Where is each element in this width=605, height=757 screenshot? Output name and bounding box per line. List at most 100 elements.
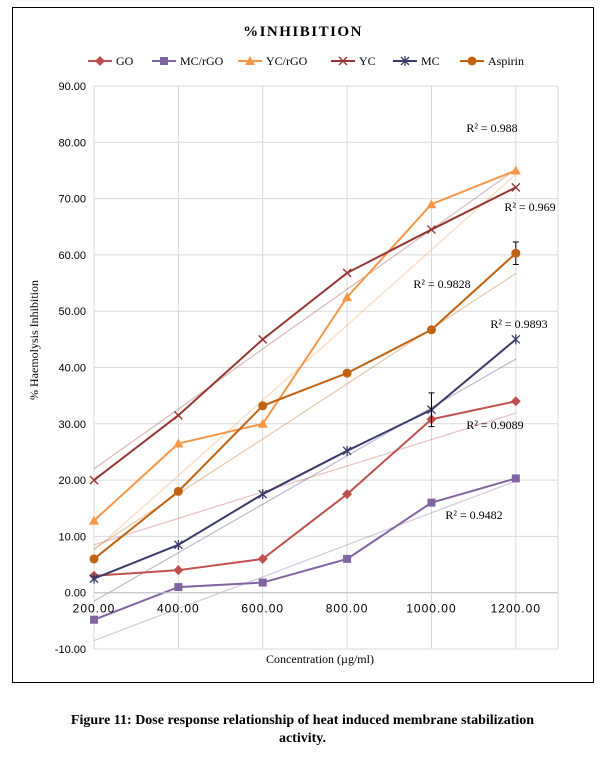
legend-label: YC/rGO: [266, 54, 308, 68]
legend-marker: [400, 56, 410, 66]
series-line-go: [93, 400, 517, 577]
legend-item-yc-rgo: YC/rGO: [238, 54, 308, 68]
data-point: [511, 334, 521, 345]
trendline-yc-rgo: [93, 173, 517, 551]
data-point: [90, 615, 98, 624]
r-squared-label: R² = 0.9482: [445, 508, 502, 522]
series-go: [89, 396, 521, 581]
data-point: [173, 565, 184, 576]
data-point: [173, 438, 184, 448]
legend-label: YC: [359, 54, 376, 68]
series-line-aspirin: [93, 252, 517, 560]
data-point: [427, 498, 436, 507]
legend: GO MC/rGO YC/rGO YC MC Aspirin: [88, 54, 524, 68]
x-axis: 200.00 400.00 600.00 800.00 1000.00 1200.00: [73, 592, 558, 616]
data-point: [426, 325, 436, 335]
data-point: [342, 368, 352, 378]
y-axis-label: % Haemolysis Inhibition: [27, 280, 41, 400]
y-tick-label: 30.00: [58, 419, 86, 431]
legend-item-go: GO: [88, 54, 134, 68]
r-squared-label: R² = 0.9893: [490, 317, 547, 331]
y-tick-label: 20.00: [58, 475, 86, 487]
series-line-yc-rgo: [93, 169, 517, 522]
r-squared-label: R² = 0.9828: [413, 277, 470, 291]
y-tick-label: 50.00: [58, 306, 86, 318]
data-point: [258, 334, 268, 344]
data-point: [343, 554, 352, 563]
figure-caption: Figure 11: Dose response relationship of…: [20, 712, 585, 748]
data-point: [510, 396, 521, 407]
data-point: [258, 489, 268, 500]
trendline-mc: [93, 358, 517, 602]
y-tick-label: 90.00: [58, 81, 86, 93]
data-point: [89, 573, 99, 584]
data-point: [89, 475, 99, 485]
legend-marker: [245, 56, 255, 65]
data-point: [257, 418, 268, 428]
legend-label: Aspirin: [488, 54, 524, 68]
y-tick-label: 10.00: [58, 531, 86, 543]
data-point: [89, 554, 99, 564]
x-tick-label: 400.00: [157, 602, 200, 616]
data-point: [426, 199, 437, 209]
data-point: [89, 515, 99, 525]
data-point: [173, 410, 183, 420]
series-aspirin: [89, 241, 521, 564]
x-tick-label: 600.00: [241, 602, 284, 616]
trendline-go: [93, 412, 516, 546]
series-yc: [89, 182, 521, 485]
data-point: [258, 578, 267, 587]
data-point: [511, 182, 521, 192]
data-point: [258, 401, 268, 411]
data-point: [511, 248, 521, 258]
r-squared-label: R² = 0.9089: [466, 418, 523, 432]
y-tick-label: 60.00: [58, 250, 86, 262]
series-mc: [89, 334, 521, 584]
trendlines: [93, 168, 517, 642]
y-axis: -10.00 0.00 10.00 20.00 30.00 40.00 50.00 60.00…: [55, 81, 86, 656]
trendline-yc: [93, 168, 517, 470]
legend-label: MC: [421, 54, 440, 68]
data-point: [511, 474, 520, 483]
data-series: [89, 165, 521, 624]
series-line-yc: [93, 186, 517, 481]
legend-marker: [95, 56, 105, 66]
caption-line-1: Figure 11: Dose response relationship of…: [70, 713, 535, 728]
legend-marker: [467, 56, 477, 66]
data-point: [342, 489, 353, 500]
legend-item-aspirin: Aspirin: [460, 54, 524, 68]
x-axis-label: Concentration (µg/ml): [266, 652, 374, 666]
r-squared-label: R² = 0.969: [504, 200, 555, 214]
caption-line-2: activity.: [278, 731, 327, 746]
data-point: [342, 268, 352, 278]
data-point: [342, 445, 352, 456]
data-point: [510, 165, 521, 175]
chart-title: %INHIBITION: [243, 24, 363, 40]
legend-item-mc: MC: [393, 54, 440, 68]
legend-item-yc: YC: [331, 54, 376, 68]
data-point: [426, 225, 436, 235]
line-chart: %INHIBITION GO MC/rGO YC/rGO YC MC Aspirin -1…: [27, 24, 559, 666]
r-squared-labels: R² = 0.9089 R² = 0.9482 R² = 0.969 R² = 0.9…: [413, 121, 555, 522]
data-point: [342, 292, 353, 302]
series-yc-rgo: [89, 165, 521, 525]
legend-label: GO: [116, 54, 134, 68]
data-point: [173, 539, 183, 550]
x-tick-label: 200.00: [73, 602, 116, 616]
y-tick-label: -10.00: [55, 644, 86, 656]
y-tick-label: 70.00: [58, 194, 86, 206]
y-tick-label: 80.00: [58, 137, 86, 149]
legend-marker: [160, 57, 168, 65]
x-tick-label: 800.00: [326, 602, 369, 616]
r-squared-label: R² = 0.988: [466, 121, 517, 135]
error-bar: [428, 392, 435, 428]
legend-label: MC/rGO: [180, 54, 224, 68]
legend-item-mc-rgo: MC/rGO: [152, 54, 224, 68]
x-tick-label: 1000.00: [406, 602, 456, 616]
data-point: [257, 553, 268, 564]
series-line-mc: [93, 338, 517, 580]
grid-lines: [93, 85, 559, 650]
data-point: [174, 583, 183, 592]
legend-marker: [338, 56, 348, 66]
x-tick-label: 1200.00: [491, 602, 541, 616]
